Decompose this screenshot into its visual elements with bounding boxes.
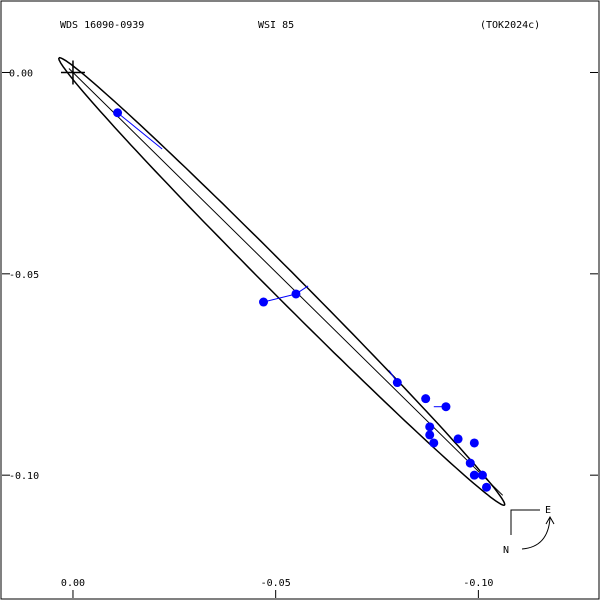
- observation-point: [441, 402, 451, 412]
- y-tick-label: -0.10: [9, 471, 39, 482]
- compass-axes: [510, 509, 540, 535]
- rotation-arrow-icon: [521, 517, 551, 550]
- observation-point: [291, 289, 301, 299]
- compass-north-label: N: [503, 545, 509, 556]
- observation-point: [465, 458, 475, 468]
- y-tick-label: 0.00: [9, 68, 33, 79]
- observation-point: [392, 378, 402, 388]
- residual-line: [117, 112, 163, 150]
- line-of-nodes: [68, 68, 504, 496]
- discoverer-label: WSI 85: [258, 20, 294, 31]
- observation-point: [481, 482, 491, 492]
- observation-point: [425, 430, 435, 440]
- observation-point: [477, 470, 487, 480]
- y-tick-label: -0.05: [9, 270, 39, 281]
- observation-point: [453, 434, 463, 444]
- observation-point: [259, 297, 269, 307]
- observation-point: [113, 108, 123, 118]
- observation-point: [429, 438, 439, 448]
- observation-point: [469, 470, 479, 480]
- observation-point: [425, 422, 435, 432]
- observation-point: [469, 438, 479, 448]
- reference-label: (TOK2024c): [480, 20, 540, 31]
- x-tick-label: 0.00: [61, 578, 85, 589]
- x-tick-label: -0.10: [463, 578, 493, 589]
- plot-layer: -0.10 -0.05 0.00 0.00 -0.05 -0.10: [2, 56, 598, 598]
- compass-east-label: E: [545, 505, 551, 516]
- compass: E N: [503, 505, 555, 556]
- rotation-arrowhead-icon: [545, 515, 555, 525]
- x-tick-label: -0.05: [261, 578, 291, 589]
- wds-id-label: WDS 16090-0939: [60, 20, 144, 31]
- orbit-ellipse: [58, 56, 506, 506]
- observation-point: [421, 394, 431, 404]
- residual-line: [263, 293, 297, 303]
